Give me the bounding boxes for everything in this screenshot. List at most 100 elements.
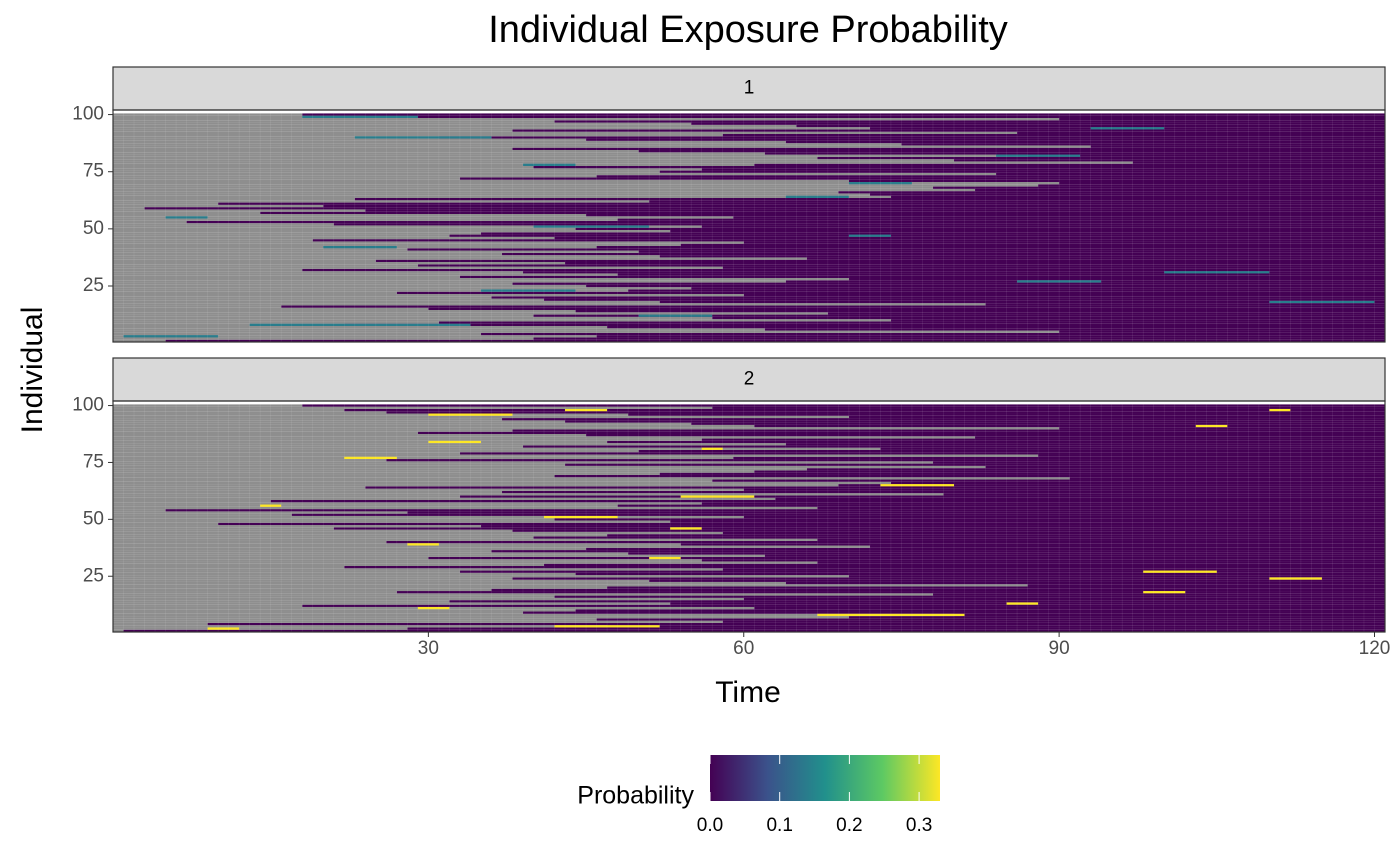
na-cells: [113, 468, 807, 471]
na-cells: [113, 438, 702, 441]
na-cells: [113, 618, 597, 621]
na-cells: [113, 440, 608, 444]
na-cells: [113, 461, 933, 464]
zero-cells: [670, 230, 1385, 233]
na-cells: [113, 319, 891, 322]
zero-cells: [1069, 477, 1385, 480]
exposure-cells: [1269, 408, 1291, 412]
zero-cells: [817, 156, 1385, 160]
na-cells: [113, 604, 303, 607]
na-cells: [113, 472, 660, 475]
na-cells: [113, 625, 608, 628]
zero-cells: [533, 166, 1385, 169]
na-cells: [113, 465, 986, 469]
zero-cells: [1038, 454, 1385, 457]
exposure-cells: [165, 216, 208, 219]
zero-cells: [607, 625, 1385, 628]
exposure-cells: [554, 625, 660, 628]
exposure-cells: [544, 515, 618, 519]
zero-cells: [407, 627, 1385, 630]
na-cells: [113, 547, 587, 551]
y-axis-title: Individual: [16, 307, 49, 434]
zero-cells: [407, 248, 1385, 251]
na-cells: [113, 611, 523, 614]
na-cells: [113, 159, 954, 162]
zero-cells: [848, 278, 1385, 281]
zero-cells: [512, 129, 1385, 132]
zero-cells: [628, 413, 1385, 416]
na-cells: [113, 218, 618, 221]
zero-cells: [1059, 118, 1385, 121]
zero-cells: [165, 339, 1385, 342]
zero-cells: [459, 275, 1385, 278]
na-cells: [113, 408, 345, 412]
zero-cells: [659, 170, 1385, 173]
na-cells: [113, 463, 566, 466]
na-cells: [113, 479, 713, 482]
na-cells: [113, 220, 187, 224]
na-cells: [113, 305, 282, 308]
zero-cells: [459, 452, 1385, 455]
na-cells: [113, 502, 702, 505]
x-tick-label: 60: [733, 638, 754, 659]
zero-cells: [522, 611, 1385, 614]
zero-cells: [691, 422, 1385, 425]
zero-cells: [323, 204, 1385, 208]
zero-cells: [533, 337, 1385, 340]
na-cells: [113, 527, 334, 530]
na-cells: [113, 307, 429, 310]
x-tick-label: 120: [1359, 638, 1391, 659]
na-cells: [113, 339, 166, 342]
na-cells: [113, 406, 713, 409]
zero-cells: [1090, 145, 1385, 148]
na-cells: [113, 298, 545, 301]
zero-cells: [617, 218, 1385, 221]
zero-cells: [386, 540, 1385, 544]
na-cells: [113, 209, 366, 212]
na-cells: [113, 456, 734, 460]
exposure-cells: [302, 115, 418, 118]
na-cells: [113, 529, 513, 532]
zero-cells: [565, 420, 1385, 423]
zero-cells: [848, 415, 1385, 419]
na-cells: [113, 511, 408, 514]
y-tick-label: 100: [72, 104, 104, 125]
na-cells: [113, 497, 776, 500]
strip-label: 2: [744, 369, 755, 390]
exposure-cells: [1017, 280, 1102, 283]
na-cells: [113, 459, 387, 462]
zero-cells: [491, 550, 1385, 553]
exposure-cells: [417, 606, 450, 610]
zero-cells: [638, 449, 1385, 453]
zero-cells: [586, 284, 1385, 288]
na-cells: [113, 225, 702, 228]
zero-cells: [522, 271, 1385, 274]
na-cells: [113, 613, 954, 617]
na-cells: [113, 531, 723, 535]
exposure-cells: [670, 527, 702, 530]
zero-cells: [144, 207, 1385, 210]
exposure-cells: [785, 195, 849, 198]
zero-cells: [628, 289, 1385, 292]
zero-cells: [607, 440, 1385, 444]
na-cells: [113, 586, 608, 589]
zero-cells: [596, 175, 1385, 178]
na-cells: [113, 287, 692, 290]
exposure-cells: [480, 289, 576, 292]
na-cells: [113, 522, 219, 526]
legend-title: Probability: [577, 782, 694, 810]
na-cells: [113, 556, 429, 560]
zero-cells: [901, 143, 1385, 146]
zero-cells: [407, 511, 1385, 514]
na-cells: [113, 191, 839, 194]
zero-cells: [617, 273, 1385, 276]
panel-border: [112, 109, 1386, 343]
zero-cells: [733, 216, 1385, 219]
zero-cells: [270, 500, 1385, 503]
na-cells: [113, 563, 545, 566]
zero-cells: [522, 445, 1385, 448]
zero-cells: [649, 200, 1385, 203]
na-cells: [113, 484, 839, 487]
zero-cells: [869, 193, 1385, 196]
na-cells: [113, 284, 587, 288]
